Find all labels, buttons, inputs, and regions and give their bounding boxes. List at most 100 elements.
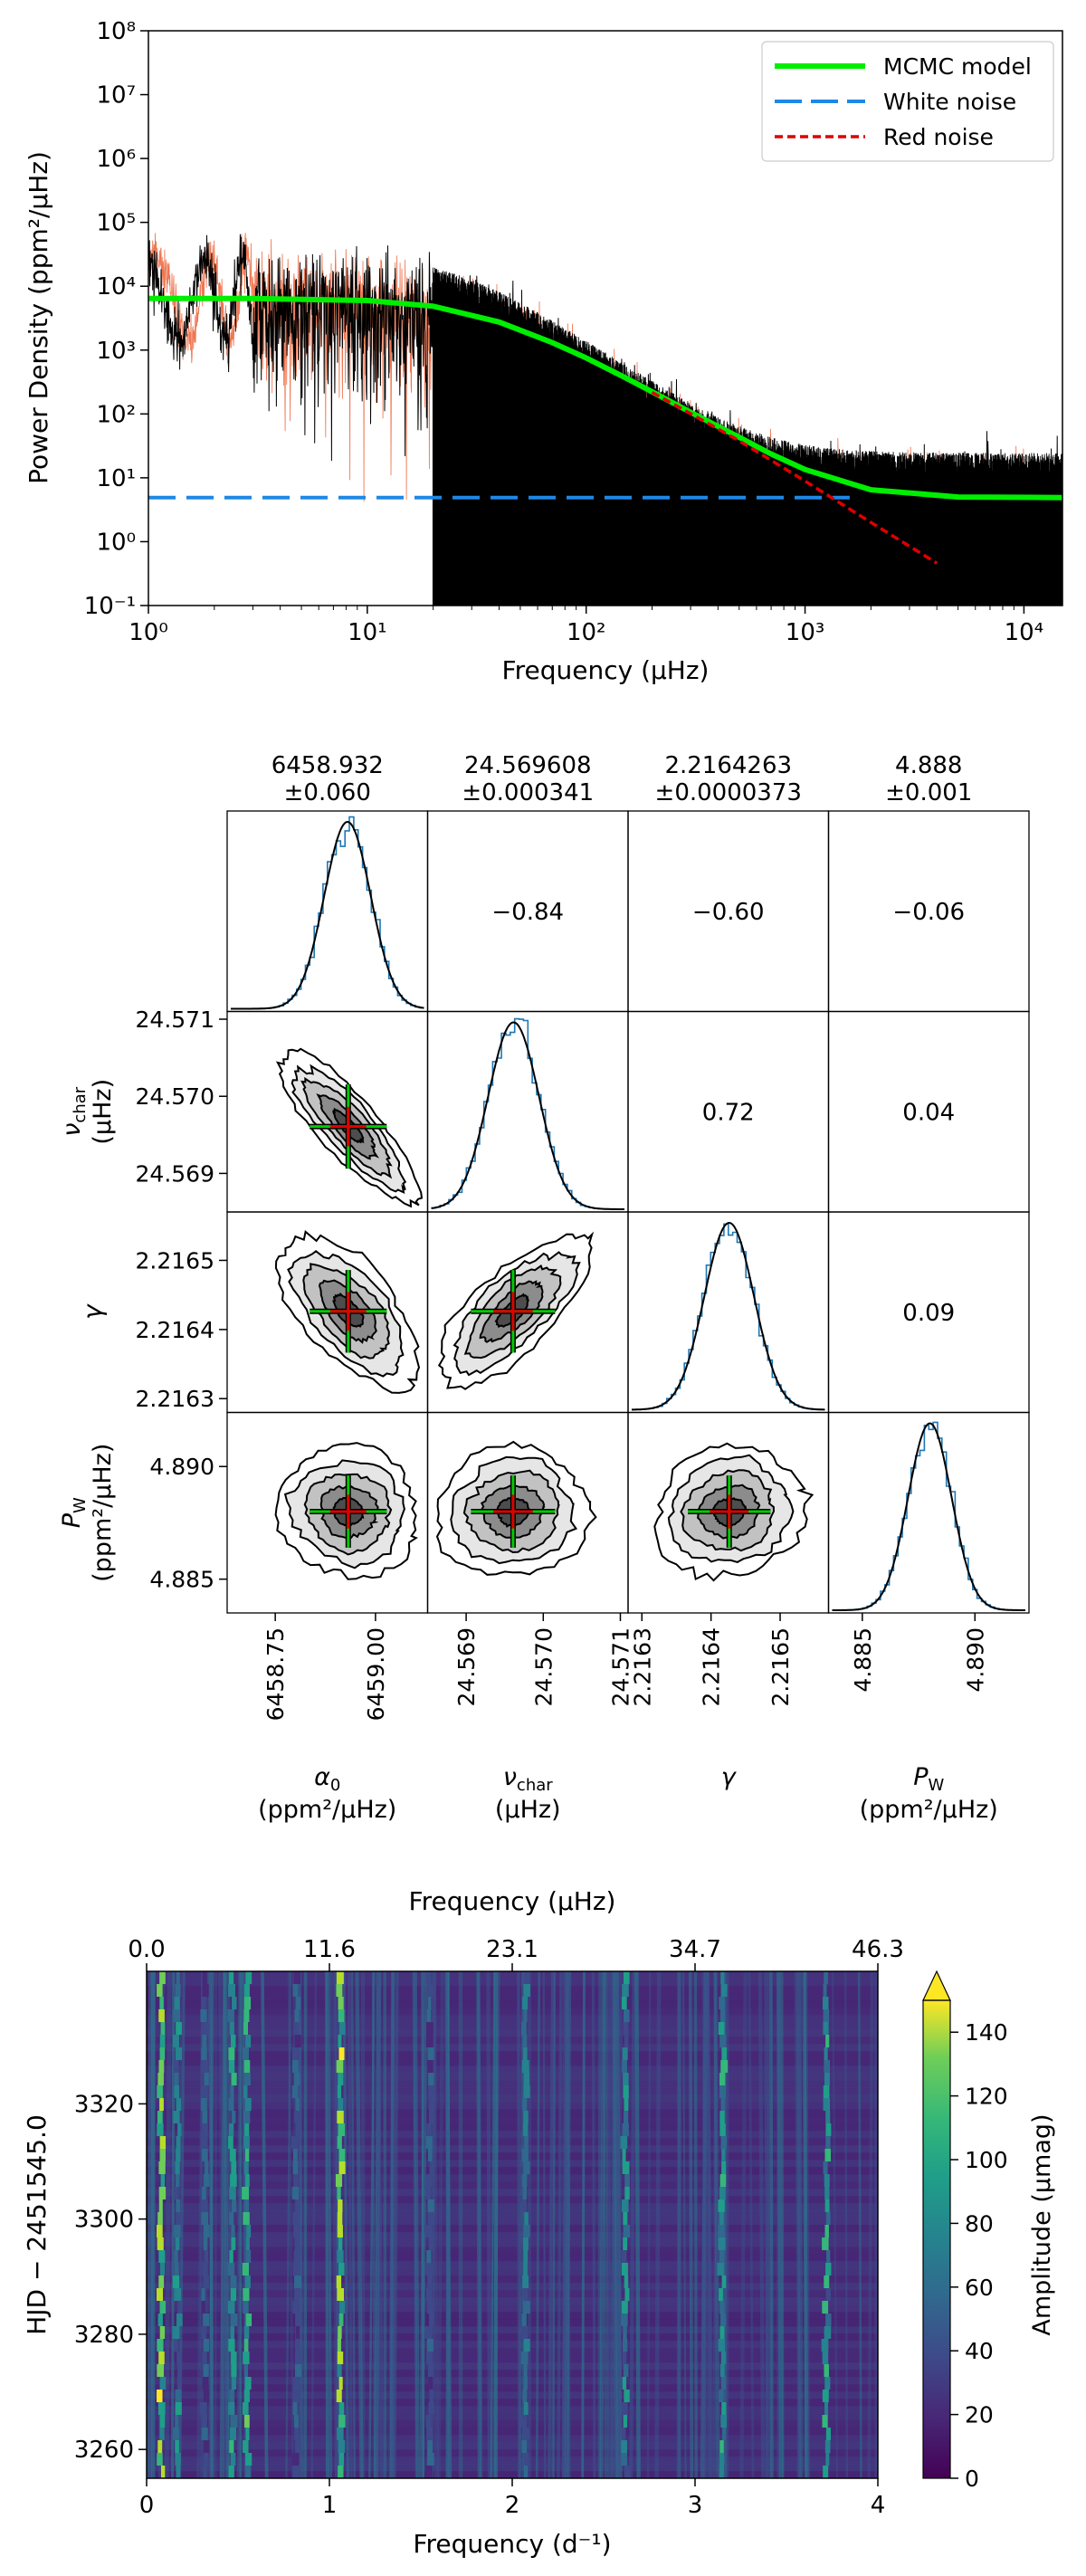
heatmap-band xyxy=(147,2022,878,2030)
heatmap-streak xyxy=(310,1971,318,2478)
heatmap-streak xyxy=(261,1971,269,2478)
axis-label-subscript: char xyxy=(517,1776,553,1795)
corner-row-label: γ xyxy=(78,1303,108,1320)
colorbar-tick-label: 0 xyxy=(965,2466,979,2492)
heatmap-streak xyxy=(706,1971,714,2478)
heatmap-band xyxy=(147,1979,878,1987)
heatmap-streak xyxy=(486,1971,491,2478)
heatmap-band xyxy=(147,2326,878,2334)
y-tick-label: 10⁶ xyxy=(96,146,136,173)
heatmap-streak xyxy=(857,1971,862,2478)
heatmap-streak xyxy=(701,1971,709,2478)
heatmap-band xyxy=(147,2210,878,2218)
heatmap-streak xyxy=(581,1971,586,2478)
corner-x-tick-label: 6458.75 xyxy=(262,1627,289,1721)
heatmap-streak xyxy=(805,1971,811,2478)
corner-col-label: α0 xyxy=(314,1763,340,1795)
heatmap-streak xyxy=(781,1971,785,2478)
gaussian-fit xyxy=(832,1422,1025,1611)
heatmap-top-x-label: Frequency (μHz) xyxy=(409,1886,616,1916)
gaussian-fit xyxy=(231,820,424,1010)
axis-label-symbol: P xyxy=(58,1512,86,1528)
psd-x-label: Frequency (μHz) xyxy=(502,655,710,685)
heat-x-tick-label: 1 xyxy=(322,2492,338,2519)
gaussian-fit xyxy=(632,1221,825,1411)
param-value: 24.569608 xyxy=(464,752,592,779)
heatmap-streak xyxy=(599,1971,606,2478)
heatmap-band xyxy=(147,2239,878,2247)
heatmap-band xyxy=(147,1986,878,1994)
colorbar-tick-label: 120 xyxy=(965,2084,1008,2110)
corner-row-unit: (ppm²/μHz) xyxy=(89,1444,117,1582)
heatmap-band xyxy=(147,2333,878,2342)
heatmap-streak xyxy=(542,1971,547,2478)
heatmap-band xyxy=(147,2254,878,2262)
heat-top-tick-label: 46.3 xyxy=(852,1936,904,1963)
power-density-chart: 10⁰ 10¹ 10² 10³ 10⁴ 10⁻¹10⁰10¹10²10³10⁴10⁵10… xyxy=(24,18,1063,685)
corner-cell xyxy=(627,1211,830,1414)
heatmap-band xyxy=(147,2029,878,2037)
heatmap-band xyxy=(147,2362,878,2371)
heatmap-band xyxy=(147,2377,878,2385)
colorbar-frame xyxy=(922,1999,951,2479)
corner-y-tick-label: 24.570 xyxy=(136,1083,214,1110)
heatmap-streak xyxy=(147,1971,153,2478)
heatmap-band xyxy=(147,2087,878,2095)
legend-label-red: Red noise xyxy=(883,124,994,150)
y-tick-label: 10⁵ xyxy=(96,210,136,237)
heatmap-bands xyxy=(147,1971,878,2478)
axis-label-symbol: α xyxy=(314,1763,330,1791)
heatmap-streak xyxy=(739,1971,748,2478)
heatmap-streak xyxy=(634,1971,641,2478)
heatmap-streak xyxy=(676,1971,682,2478)
heatmap-streak xyxy=(874,1971,878,2478)
colorbar-ticks: 0 20 40 60 80 100 120 140 xyxy=(950,2019,1008,2492)
heatmap-streak xyxy=(164,1971,172,2478)
heatmap-streak xyxy=(867,1971,874,2478)
x-tick-label: 10⁴ xyxy=(1005,619,1044,646)
noisy-spectrum xyxy=(148,233,1062,606)
heat-x-tick-label: 0 xyxy=(139,2492,155,2519)
heatmap-streak xyxy=(490,1971,496,2478)
heatmap-streak xyxy=(298,1971,304,2478)
y-tick-label: 10⁸ xyxy=(96,18,136,45)
corner-x-tick-label: 2.2164 xyxy=(699,1627,725,1706)
heatmap-streak xyxy=(693,1971,698,2478)
heatmap-band xyxy=(147,2413,878,2421)
heatmap-streak xyxy=(757,1971,766,2478)
histogram xyxy=(632,1223,825,1411)
heat-top-tick-label: 23.1 xyxy=(486,1936,538,1963)
corner-row-label: νchar xyxy=(58,1086,90,1136)
heatmap-band xyxy=(147,2131,878,2139)
heatmap-band xyxy=(147,2261,878,2269)
heatmap-band xyxy=(147,2152,878,2161)
series-line-0 xyxy=(148,295,1062,501)
heat-y-tick-label: 3300 xyxy=(74,2207,134,2234)
corner-y-tick-label: 4.890 xyxy=(149,1454,214,1480)
heatmap-streak xyxy=(331,1971,339,2478)
heatmap-band xyxy=(147,2073,878,2081)
heatmap-band xyxy=(147,2058,878,2066)
heatmap-streak xyxy=(327,1971,333,2478)
heatmap-band xyxy=(147,2145,878,2153)
y-tick-label: 10⁴ xyxy=(96,273,136,301)
heatmap-streak xyxy=(605,1971,613,2478)
heatmap-streak xyxy=(701,1971,708,2478)
heatmap-band xyxy=(147,2442,878,2450)
x-tick-label: 10⁰ xyxy=(129,619,168,646)
heatmap-band xyxy=(147,2290,878,2298)
heatmap-streak xyxy=(563,1971,568,2478)
heat-top-tick-label: 34.7 xyxy=(669,1936,721,1963)
colorbar-extend-arrow xyxy=(922,1970,951,2001)
psd-y-ticks: 10⁻¹ 10⁰ 10¹ 10² 10³ 10⁴ 10⁵ 10⁶ 10⁷ 10⁸ xyxy=(84,18,148,620)
heatmap-streak xyxy=(603,1971,609,2478)
heatmap-band xyxy=(147,2399,878,2407)
heatmap-streak xyxy=(208,1971,214,2478)
colorbar-tick-label: 140 xyxy=(965,2019,1008,2046)
heatmap-band xyxy=(147,2160,878,2168)
heat-y-tick-label: 3280 xyxy=(74,2322,134,2349)
heatmap-band xyxy=(147,2449,878,2457)
heatmap-streak xyxy=(794,1971,802,2478)
corner-y-tick-label: 2.2165 xyxy=(136,1247,214,1274)
